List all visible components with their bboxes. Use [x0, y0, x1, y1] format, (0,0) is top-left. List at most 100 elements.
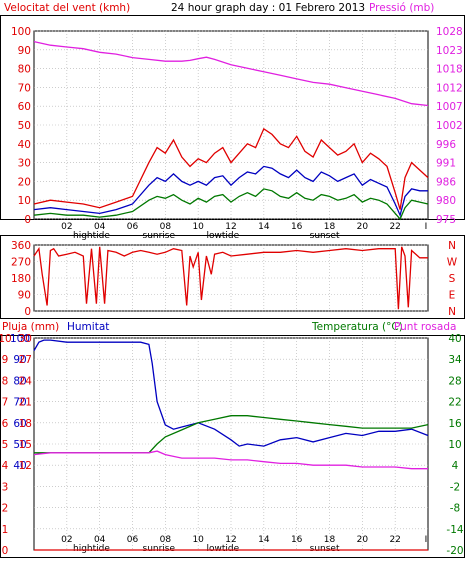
- humidity-tick-label: 90: [13, 354, 26, 366]
- left-tick-label: 10: [18, 195, 31, 207]
- left-tick-label: 50: [18, 120, 31, 132]
- series-line-dewpoint: [33, 450, 428, 470]
- x-tick-label: 04: [94, 535, 106, 545]
- x-tick-label: 16: [291, 535, 303, 545]
- temperature-tick-label: -14: [446, 524, 463, 536]
- x-event-label: lowtide: [206, 544, 239, 554]
- x-tick-label: 22: [389, 222, 400, 232]
- right-tick-label: 1007: [436, 101, 463, 113]
- right-tick-label: 991: [436, 158, 456, 170]
- x-event-label: hightide: [73, 544, 110, 554]
- x-tick-label: 18: [324, 222, 336, 232]
- temperature-tick-label: 10: [448, 439, 461, 451]
- rain-tick-label: 2: [2, 503, 9, 515]
- series-line-gust: [33, 127, 429, 210]
- left-tick-label: 90: [18, 45, 31, 57]
- rain-tick-label: 6: [2, 418, 9, 430]
- x-tick-label: 20: [357, 535, 369, 545]
- temperature-tick-label: 4: [452, 460, 459, 472]
- rain-tick-label: 8: [2, 375, 9, 387]
- x-tick-label: 12: [225, 222, 236, 232]
- left-tick-label: 100: [11, 26, 31, 38]
- temp-left-tick-label: 12: [19, 460, 32, 472]
- temperature-tick-label: 22: [448, 397, 461, 409]
- right-tick-label: N: [448, 306, 456, 318]
- x-tick-label: 02: [61, 535, 72, 545]
- temperature-tick-label: -2: [450, 481, 460, 493]
- temp-left-tick-label: 30: [19, 333, 32, 345]
- right-tick-label: S: [449, 273, 456, 285]
- left-tick-label: 0: [24, 214, 31, 226]
- x-tick-label: 16: [291, 222, 303, 232]
- right-tick-label: 1028: [436, 26, 463, 38]
- series-line-average: [33, 188, 429, 221]
- right-tick-label: 1002: [436, 120, 463, 132]
- right-tick-label: 1023: [436, 45, 463, 57]
- dewpoint-title: Punt rosada: [394, 321, 456, 333]
- left-tick-label: 80: [18, 64, 31, 76]
- x-tick-label: 14: [258, 222, 270, 232]
- rain-tick-label: 5: [2, 439, 9, 451]
- rain-tick-label: 3: [2, 481, 9, 493]
- x-tick-label: 08: [160, 535, 172, 545]
- temperature-tick-label: 16: [448, 418, 462, 430]
- humidity-tick-label: 40: [13, 460, 26, 472]
- right-tick-label: 1018: [436, 64, 463, 76]
- temperature-tick-label: 34: [448, 354, 462, 366]
- right-tick-label: W: [447, 257, 458, 269]
- x-tick-label: 04: [94, 222, 106, 232]
- x-tick-label: 06: [127, 535, 139, 545]
- x-tick-label: 10: [192, 535, 204, 545]
- x-tick-label: 18: [324, 535, 336, 545]
- x-tick-label: 06: [127, 222, 139, 232]
- main-title: 24 hour graph day : 01 Febrero 2013: [171, 2, 365, 14]
- temperature-tick-label: -20: [446, 545, 463, 557]
- right-tick-label: 1012: [436, 82, 463, 94]
- temp-left-tick-label: 21: [19, 397, 32, 409]
- temperature-tick-label: 28: [448, 375, 461, 387]
- rain-tick-label: 0: [2, 545, 9, 557]
- left-tick-label: 70: [18, 82, 31, 94]
- rain-tick-label: 4: [2, 460, 9, 472]
- x-event-label: sunrise: [143, 231, 176, 241]
- humidity-tick-label: 80: [13, 375, 26, 387]
- left-tick-label: 270: [11, 257, 31, 269]
- left-tick-label: 180: [11, 273, 31, 285]
- left-tick-label: 20: [18, 176, 31, 188]
- series-line-direction: [33, 246, 428, 310]
- temperature-tick-label: 40: [448, 333, 461, 345]
- rain-title: Pluja (mm): [2, 321, 59, 333]
- rain-tick-label: 9: [2, 354, 9, 366]
- rain-tick-label: 10: [0, 333, 12, 345]
- x-event-label: sunset: [310, 544, 340, 554]
- left-tick-label: 30: [18, 158, 31, 170]
- rain-tick-label: 7: [2, 397, 9, 409]
- pressure-title: Pressió (mb): [369, 2, 434, 14]
- right-tick-label: E: [449, 290, 456, 302]
- humidity-tick-label: 100: [10, 333, 30, 345]
- right-tick-label: 975: [436, 214, 456, 226]
- humidity-tick-label: 70: [13, 397, 26, 409]
- x-end-mark: I: [425, 535, 428, 545]
- x-tick-label: 20: [357, 222, 369, 232]
- x-end-mark: I: [425, 222, 428, 232]
- wind-title: Velocitat del vent (kmh): [4, 2, 130, 14]
- right-tick-label: 986: [436, 176, 456, 188]
- temperature-title: Temperatura (°C): [311, 321, 403, 333]
- series-line-speed: [33, 165, 428, 218]
- right-tick-label: 980: [436, 195, 456, 207]
- temperature-tick-label: -8: [450, 503, 460, 515]
- x-event-label: hightide: [73, 231, 110, 241]
- temp-left-tick-label: 15: [19, 439, 32, 451]
- left-tick-label: 90: [18, 290, 31, 302]
- panel-frame-2: [0, 235, 465, 319]
- x-tick-label: 14: [258, 535, 270, 545]
- rain-tick-label: 1: [2, 524, 9, 536]
- x-tick-label: 10: [192, 222, 204, 232]
- temp-left-tick-label: 27: [19, 354, 32, 366]
- humidity-title: Humitat: [67, 321, 109, 333]
- series-line-humidity: [33, 339, 429, 447]
- left-tick-label: 360: [11, 240, 31, 252]
- series-line-pressure: [33, 40, 429, 107]
